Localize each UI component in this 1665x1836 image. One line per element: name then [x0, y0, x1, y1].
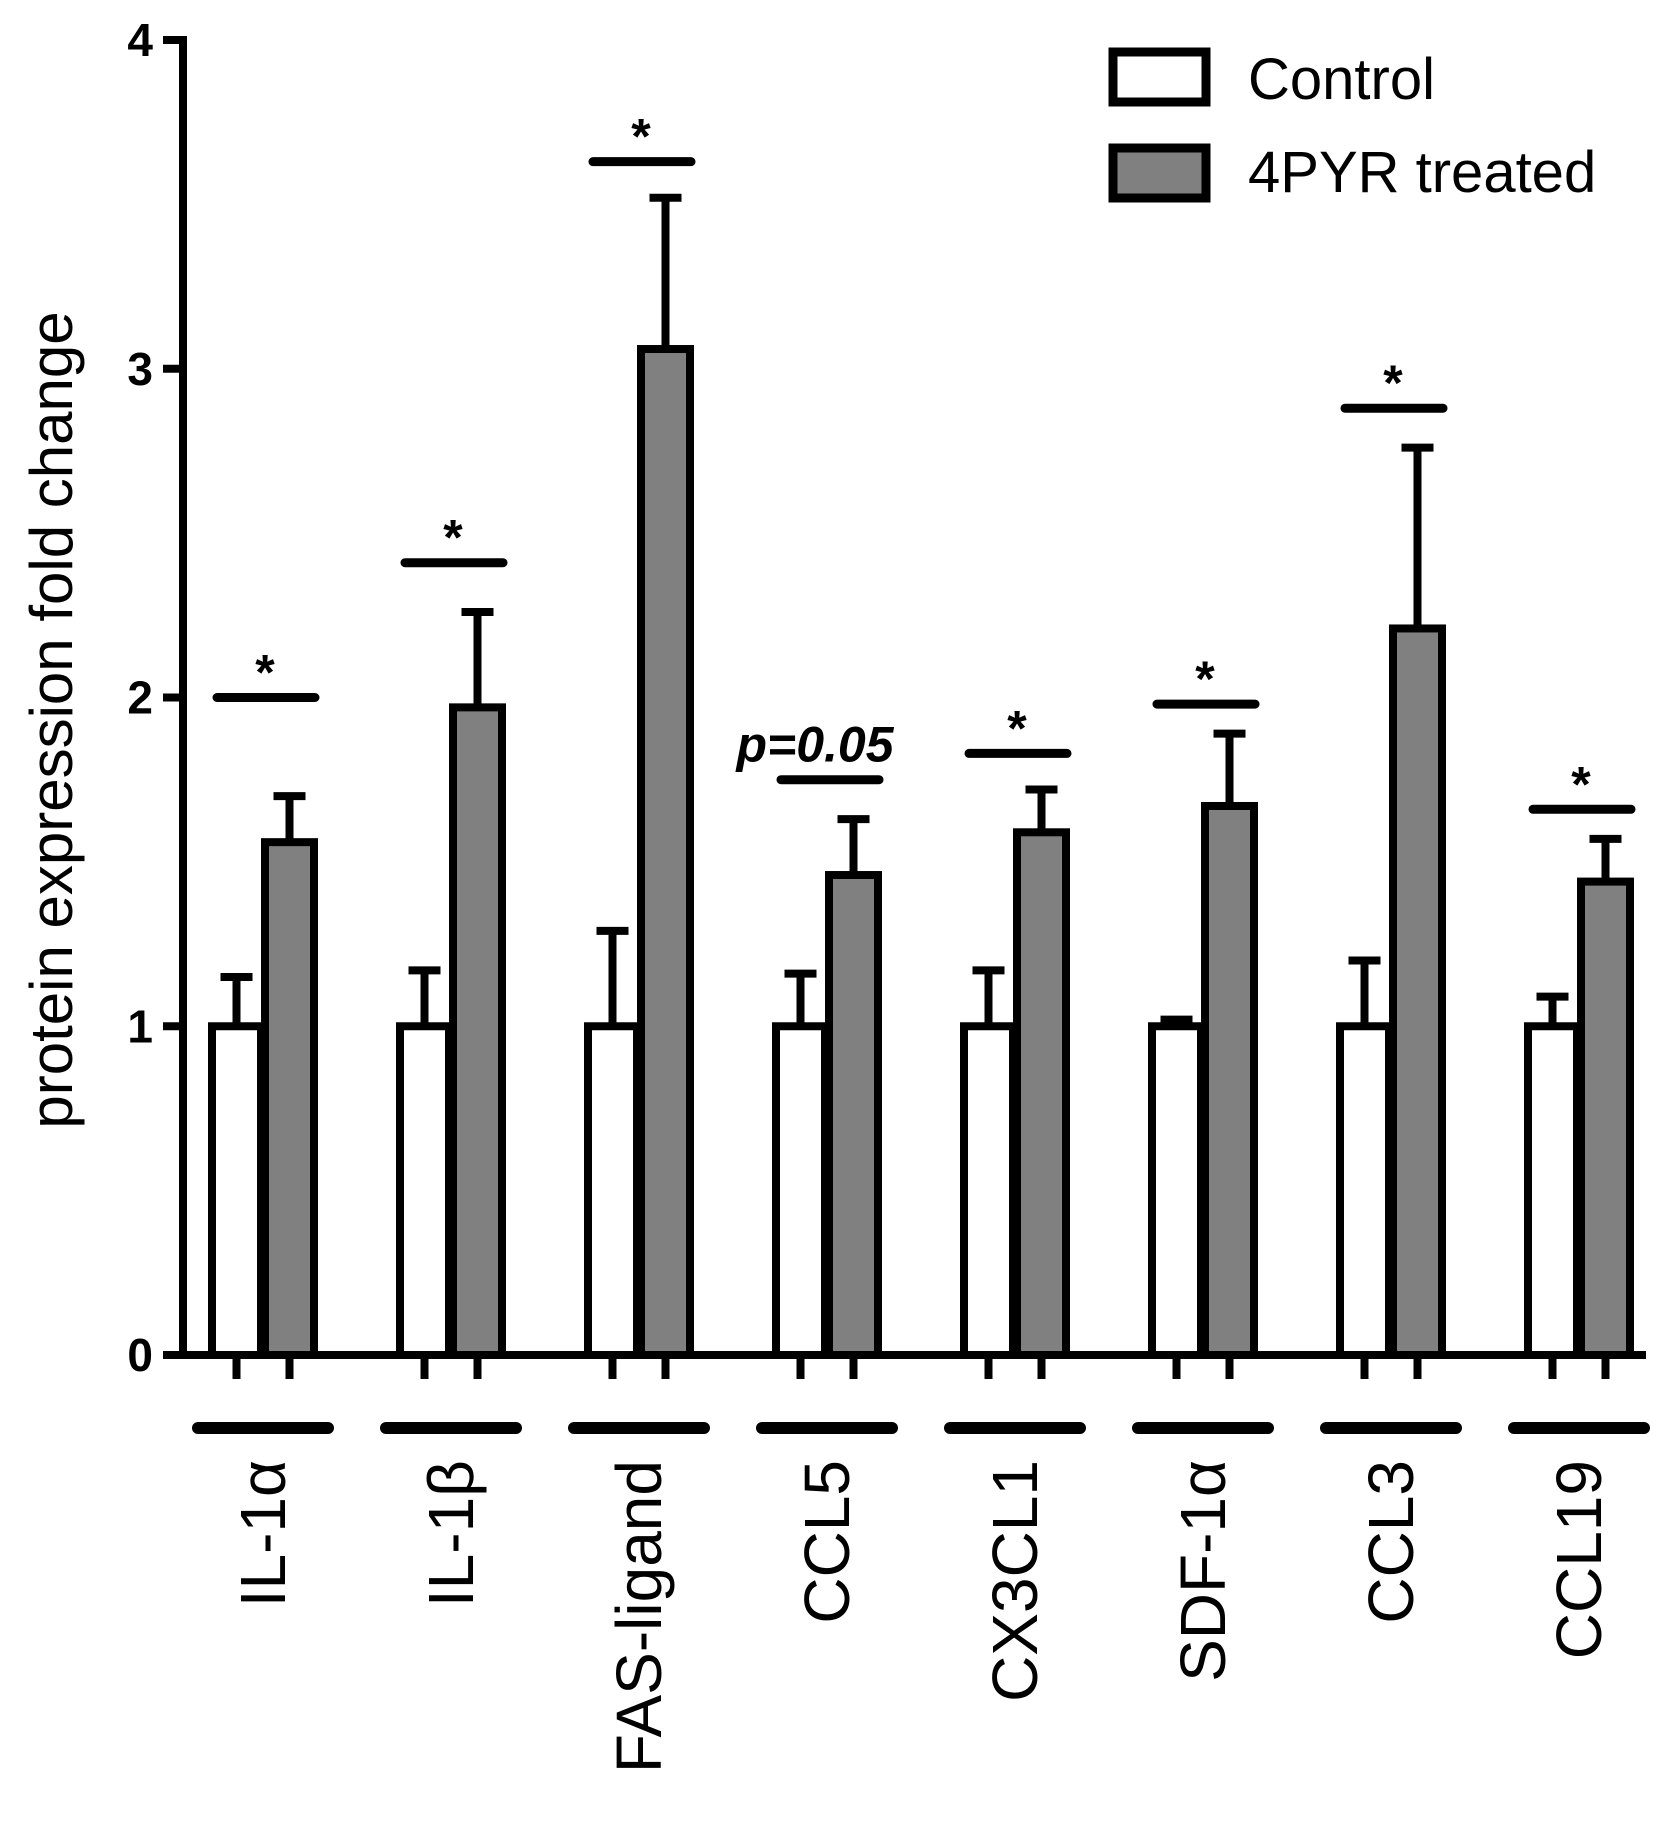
- significance-pvalue: p=0.05: [734, 717, 894, 773]
- y-axis-title: protein expression fold change: [18, 311, 85, 1128]
- x-tick-label: CX3CL1: [979, 1460, 1051, 1702]
- x-tick-label: IL-1α: [227, 1460, 299, 1607]
- significance-star: *: [1195, 651, 1215, 707]
- significance-annotations: * * * p=0.05 * * * *: [212, 109, 1636, 814]
- legend-swatch-control: [1108, 47, 1211, 107]
- significance-star: *: [255, 645, 275, 701]
- y-tick-label: 0: [127, 1329, 153, 1381]
- bar-control: [396, 1022, 453, 1359]
- x-tick-label: CCL5: [791, 1460, 863, 1624]
- x-tick-label: CCL19: [1543, 1460, 1615, 1659]
- x-tick-label: FAS-ligand: [603, 1460, 675, 1773]
- significance-star: *: [1007, 700, 1027, 756]
- y-tick-label: 1: [127, 1000, 153, 1052]
- bar-control: [584, 1022, 641, 1359]
- bar-4pyr-treated: [261, 838, 318, 1359]
- bar-control: [1336, 1022, 1393, 1359]
- bar-4pyr-treated: [449, 703, 506, 1359]
- bar-control: [208, 1022, 265, 1359]
- legend-swatch-4pyr-treated: [1108, 143, 1211, 203]
- bar-control: [960, 1022, 1017, 1359]
- bar-4pyr-treated: [1577, 877, 1634, 1359]
- x-tick-label: SDF-1α: [1167, 1460, 1239, 1682]
- bar-control: [1524, 1022, 1581, 1359]
- x-tick-label: CCL3: [1355, 1460, 1427, 1624]
- bars-layer: [208, 193, 1634, 1360]
- bar-4pyr-treated: [1013, 828, 1070, 1359]
- bar-control: [1148, 1022, 1205, 1359]
- y-tick-label: 2: [127, 672, 153, 724]
- x-axis: IL-1α IL-1β FAS-ligand CCL5 CX3CL1 SDF-1α CCL3…: [183, 1351, 1650, 1773]
- significance-star: *: [1571, 756, 1591, 812]
- bar-control: [772, 1022, 829, 1359]
- y-tick-label: 3: [127, 343, 153, 395]
- significance-star: *: [1383, 355, 1403, 411]
- significance-star: *: [631, 109, 651, 165]
- bar-4pyr-treated: [1389, 624, 1446, 1359]
- y-axis: 0 1 2 3 4: [127, 14, 187, 1381]
- bar-4pyr-treated: [825, 871, 882, 1360]
- legend-label-4pyr-treated: 4PYR treated: [1248, 140, 1596, 205]
- bar-4pyr-treated: [637, 345, 694, 1359]
- legend: Control 4PYR treated: [1108, 47, 1596, 205]
- bar-4pyr-treated: [1201, 801, 1258, 1359]
- significance-star: *: [443, 510, 463, 566]
- x-tick-label: IL-1β: [415, 1460, 487, 1607]
- legend-label-control: Control: [1248, 47, 1435, 112]
- y-tick-label: 4: [127, 14, 153, 66]
